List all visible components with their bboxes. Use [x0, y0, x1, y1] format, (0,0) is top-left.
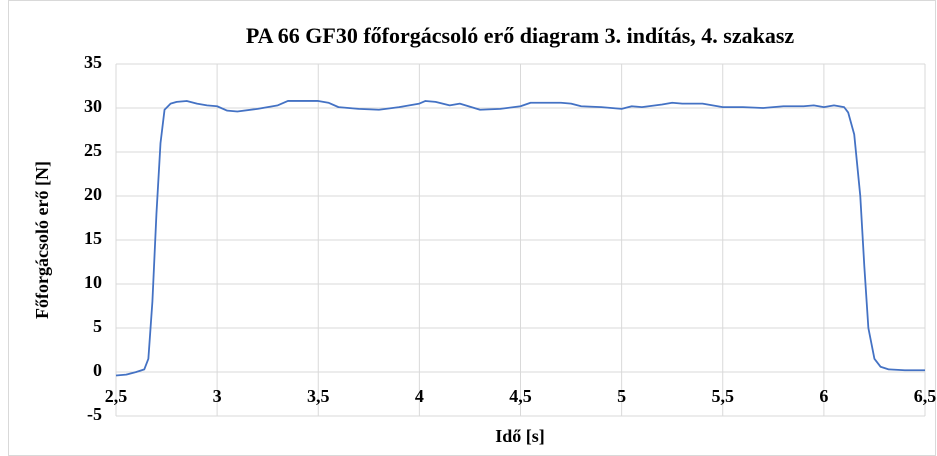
y-tick-label: 30 — [84, 96, 102, 116]
y-tick-label: 15 — [84, 228, 102, 248]
y-tick-label: 0 — [93, 360, 102, 380]
x-tick-label: 4 — [415, 386, 424, 406]
chart-title: PA 66 GF30 főforgácsoló erő diagram 3. i… — [246, 23, 795, 48]
x-tick-label: 4,5 — [509, 386, 532, 406]
x-tick-label: 6 — [819, 386, 828, 406]
x-tick-label: 2,5 — [105, 386, 128, 406]
x-tick-label: 3 — [213, 386, 222, 406]
data-line — [115, 100, 925, 377]
y-tick-label: 5 — [93, 316, 102, 336]
x-axis-title: Idő [s] — [495, 426, 545, 446]
y-tick-label: 20 — [84, 184, 102, 204]
y-tick-label: 10 — [84, 272, 102, 292]
chart-frame — [8, 0, 936, 456]
y-tick-label: 25 — [84, 140, 102, 160]
y-axis-title: Főforgácsoló erő [N] — [32, 161, 52, 319]
x-tick-label: 6,5 — [914, 386, 937, 406]
x-tick-label: 3,5 — [307, 386, 330, 406]
x-tick-label: 5 — [617, 386, 626, 406]
y-tick-label: 35 — [84, 52, 102, 72]
y-tick-label: -5 — [87, 404, 102, 424]
x-tick-label: 5,5 — [712, 386, 735, 406]
